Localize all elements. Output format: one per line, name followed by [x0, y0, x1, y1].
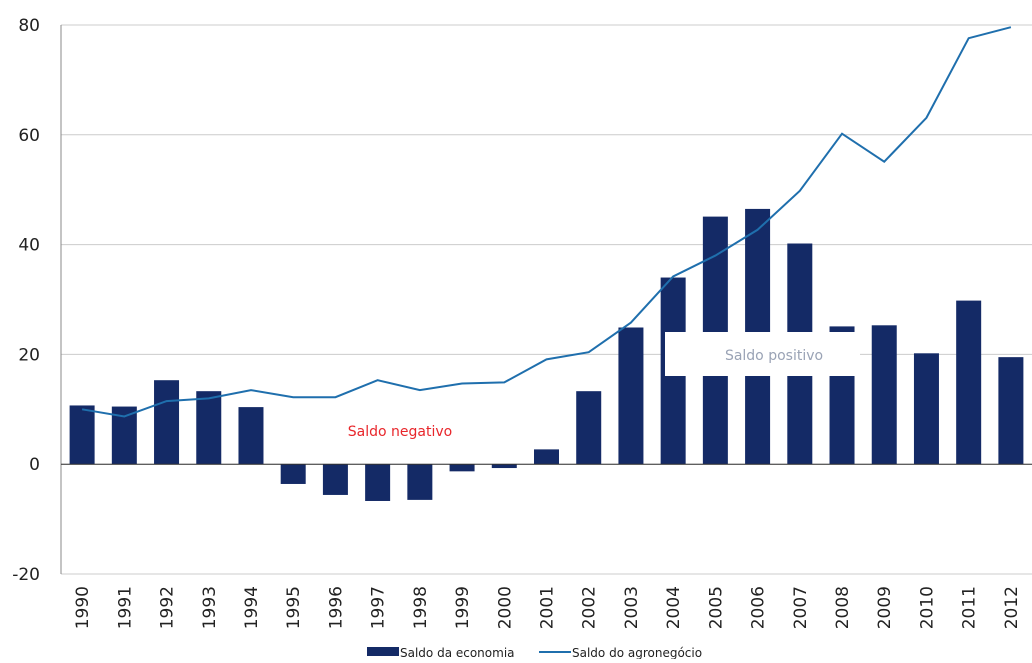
legend-swatch: [367, 647, 399, 656]
bar: [956, 300, 982, 465]
bar: [365, 464, 391, 501]
bar: [196, 391, 222, 465]
x-tick-label: 2008: [833, 586, 853, 629]
x-tick-label: 2011: [960, 586, 980, 629]
x-tick-label: 1991: [115, 586, 135, 629]
annotation: Saldo negativo: [348, 424, 452, 440]
bar: [913, 353, 939, 465]
legend-label: Saldo do agronegócio: [572, 646, 702, 659]
x-tick-label: 2012: [1002, 586, 1022, 629]
y-tick-label: 60: [18, 126, 40, 146]
x-tick-label: 1994: [242, 586, 262, 629]
bar: [322, 464, 348, 495]
x-tick-label: 2005: [706, 586, 726, 629]
bar: [449, 464, 475, 472]
y-tick-label: -20: [12, 565, 40, 585]
x-tick-label: 2010: [917, 586, 937, 629]
x-tick-label: 1996: [326, 586, 346, 629]
legend-label: Saldo da economia: [400, 646, 515, 659]
x-tick-label: 1990: [73, 586, 93, 629]
bar: [576, 391, 602, 465]
x-tick-label: 1992: [158, 586, 178, 629]
x-tick-label: 2006: [749, 586, 769, 629]
x-tick-label: 2002: [580, 586, 600, 629]
y-tick-label: 40: [18, 236, 40, 256]
annotation: Saldo positivo: [725, 348, 823, 364]
line: [81, 26, 1012, 418]
x-tick-label: 1995: [284, 586, 304, 629]
bar: [280, 464, 306, 484]
bar: [998, 357, 1024, 465]
label-box: [665, 332, 860, 376]
y-tick-label: 20: [18, 345, 40, 365]
x-tick-label: 2000: [495, 586, 515, 629]
x-tick-label: 1998: [411, 586, 431, 629]
y-tick-label: 80: [18, 16, 40, 36]
x-tick-label: 1999: [453, 586, 473, 629]
bar: [407, 464, 433, 500]
bar: [871, 325, 897, 465]
bar: [491, 464, 517, 469]
bar: [238, 407, 264, 465]
x-tick-label: 2001: [538, 586, 558, 629]
bar: [154, 380, 180, 465]
bar: [534, 449, 559, 465]
x-tick-label: 2004: [664, 586, 684, 629]
x-tick-label: 2007: [791, 586, 811, 629]
x-tick-label: 1993: [200, 586, 220, 629]
bar: [618, 327, 644, 465]
x-tick-label: 2003: [622, 586, 642, 629]
x-tick-label: 2009: [875, 586, 895, 629]
y-tick-label: 0: [29, 455, 40, 475]
x-tick-label: 1997: [369, 586, 389, 629]
bar: [69, 405, 95, 465]
